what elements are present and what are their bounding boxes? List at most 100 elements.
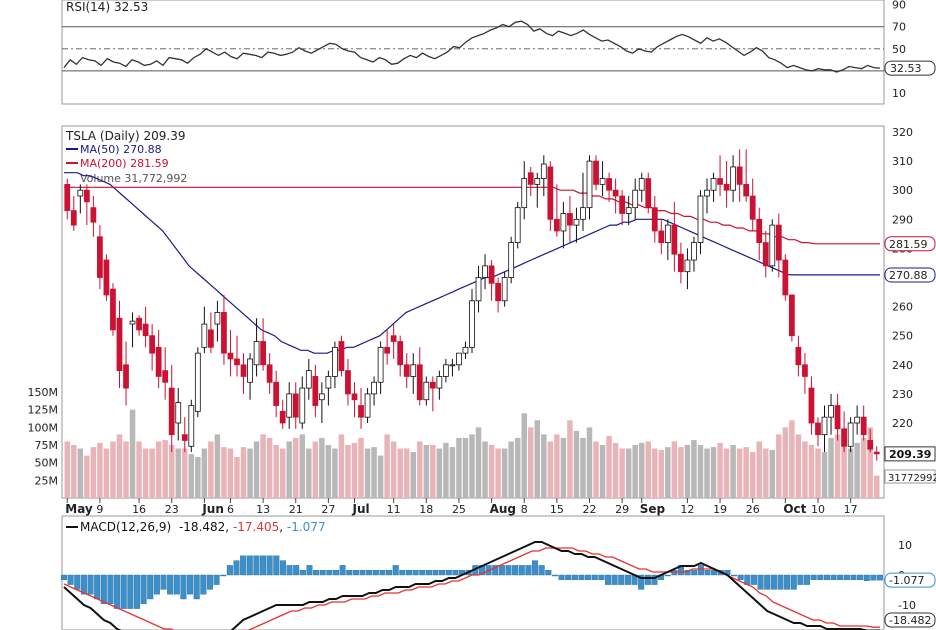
- volume-bar: [599, 445, 606, 498]
- candle-body: [834, 405, 841, 430]
- volume-bar: [417, 441, 423, 498]
- macd-value-box: [884, 612, 936, 628]
- volume-bar: [175, 448, 181, 498]
- ma200-value-box: [884, 236, 936, 252]
- macd-histogram-bar: [94, 574, 101, 600]
- x-tick-label: Sep: [640, 502, 666, 516]
- volume-bar: [423, 445, 430, 498]
- volume-bar: [71, 445, 77, 498]
- volume-bar: [821, 452, 828, 498]
- volume-bar: [521, 413, 527, 498]
- macd-histogram-bar: [691, 570, 698, 576]
- price-tick-label: 250: [892, 330, 913, 343]
- last-volume-label: 31772992: [888, 473, 936, 484]
- candle-body: [462, 346, 469, 354]
- volume-bar: [325, 445, 332, 498]
- candle-body: [782, 259, 789, 296]
- candle-body: [390, 335, 397, 342]
- macd-histogram-bar: [306, 565, 313, 576]
- macd-histogram-bar: [319, 570, 326, 576]
- hist-value-box: [884, 572, 936, 588]
- macd-histogram-bar: [731, 574, 738, 577]
- ma200-legend-text: MA(200) 281.59: [80, 157, 169, 170]
- candle-body: [260, 341, 266, 366]
- volume-bar: [749, 452, 756, 498]
- macd-histogram-bar: [399, 570, 406, 576]
- macd-histogram-bar: [127, 574, 134, 609]
- x-tick-label: 8: [521, 503, 528, 516]
- volume-bar: [443, 442, 449, 498]
- ma50-value-box: [884, 267, 936, 283]
- macd-histogram-bar: [346, 570, 353, 576]
- macd-histogram-bar: [147, 574, 154, 600]
- candle-body: [495, 282, 501, 302]
- rsi-tick-label: 10: [892, 87, 906, 100]
- candle-body: [299, 387, 306, 424]
- macd-histogram-bar: [286, 565, 293, 576]
- volume-bar: [469, 434, 475, 498]
- macd-histogram-bar: [379, 570, 386, 576]
- volume-bar: [142, 448, 149, 498]
- candle-body: [123, 364, 129, 389]
- macd-histogram-bar: [810, 574, 817, 580]
- macd-histogram-bar: [784, 574, 791, 590]
- volume-bar: [155, 441, 162, 498]
- macd-histogram-bar: [359, 570, 366, 576]
- x-tick-label: 12: [680, 503, 694, 516]
- candle-body: [142, 323, 149, 337]
- rsi-value-box: [884, 60, 936, 76]
- candle-body: [77, 189, 84, 197]
- candle-body: [129, 320, 136, 325]
- candle-body: [658, 230, 665, 243]
- candle-body: [501, 277, 508, 302]
- macd-histogram-bar: [498, 565, 505, 576]
- x-tick-label: Jul: [351, 502, 369, 516]
- candle-body: [802, 364, 808, 377]
- candle-body: [769, 224, 776, 267]
- macd-tick-label: -10: [898, 599, 916, 612]
- last-volume-box: [884, 469, 936, 484]
- candle-body: [116, 317, 123, 372]
- candle-body: [547, 166, 554, 220]
- macd-histogram-bar: [233, 560, 240, 576]
- candle-body: [521, 178, 528, 209]
- candle-body: [762, 242, 769, 267]
- volume-tick-label: 125M: [28, 404, 59, 417]
- macd-histogram-bar: [133, 574, 140, 609]
- volume-bar: [691, 440, 697, 498]
- macd-histogram-bar: [61, 574, 68, 580]
- macd-histogram-bar: [432, 570, 439, 576]
- volume-bar: [64, 441, 71, 498]
- candle-body: [345, 370, 351, 395]
- volume-bar: [567, 420, 573, 498]
- volume-bar: [678, 447, 684, 498]
- volume-bar: [854, 442, 860, 498]
- candle-body: [103, 259, 110, 296]
- rsi-layer: [62, 20, 884, 73]
- macd-layer: [61, 541, 884, 630]
- candle-body: [201, 323, 208, 348]
- macd-histogram-bar: [605, 574, 612, 585]
- candle-body: [292, 393, 299, 418]
- candle-body: [436, 376, 443, 389]
- macd-histogram-bar: [750, 574, 757, 585]
- macd-histogram-bar: [804, 574, 811, 585]
- volume-bar: [873, 475, 880, 498]
- volume-tick-label: 25M: [35, 474, 59, 487]
- macd-histogram-bar: [107, 574, 114, 604]
- volume-bar: [358, 437, 364, 498]
- candle-body: [488, 265, 495, 284]
- x-tick-label: May: [65, 502, 93, 516]
- x-tick-label: 25: [452, 503, 466, 516]
- x-tick-label: 16: [132, 503, 146, 516]
- macd-histogram-bar: [100, 574, 107, 604]
- macd-histogram-bar: [220, 574, 227, 577]
- x-tick-label: Jun: [201, 502, 224, 516]
- signal-legend-value: -17.405: [233, 520, 279, 534]
- x-tick-label: 26: [746, 503, 760, 516]
- volume-bar: [410, 452, 416, 498]
- macd-histogram-bar: [697, 565, 704, 576]
- macd-histogram-bar: [333, 570, 340, 576]
- candle-body: [168, 387, 175, 436]
- x-tick-label: 6: [227, 503, 234, 516]
